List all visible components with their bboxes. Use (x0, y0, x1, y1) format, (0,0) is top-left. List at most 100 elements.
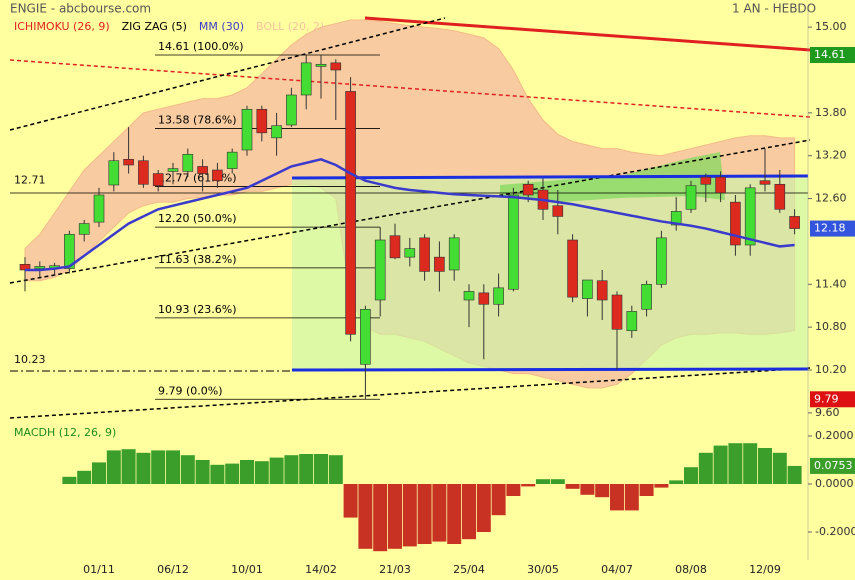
y-tick-label: 10.20 (815, 363, 847, 376)
candle-body (93, 194, 105, 223)
candle-body (582, 279, 593, 299)
legend-entry: ICHIMOKU (26, 9) (14, 20, 110, 33)
x-tick-label: 30/05 (527, 563, 559, 576)
candle-body (434, 256, 445, 272)
trend-line (9, 367, 811, 419)
macd-bar (536, 479, 550, 484)
price-tag (810, 47, 855, 63)
candle-body (78, 223, 90, 235)
price-tag-label: 14.61 (814, 48, 846, 61)
candle-body (226, 151, 238, 169)
macd-title: MACDH (12, 26, 9) (14, 426, 116, 439)
legend-entry: MM (30) (199, 20, 244, 33)
macd-bar (136, 452, 151, 484)
candle-body (197, 166, 208, 174)
candle-body (212, 169, 223, 182)
macd-bar (328, 455, 343, 484)
candle-body (345, 91, 356, 335)
macd-bar (476, 484, 491, 532)
macd-bar (491, 484, 506, 516)
macd-bar (402, 484, 417, 547)
candle-body (552, 205, 564, 217)
macd-bar (506, 484, 521, 496)
macd-bar (180, 455, 195, 484)
price-tag (810, 391, 855, 408)
candle-body (360, 308, 371, 365)
legend-entry: ZIG ZAG (5) (122, 20, 187, 33)
y-tick-label: -0.2000 (815, 525, 855, 538)
left-price-label: 10.23 (14, 353, 46, 366)
x-tick-label: 14/02 (305, 563, 337, 576)
macd-bar (743, 443, 758, 484)
candle-body (286, 94, 297, 126)
macd-bar (610, 484, 624, 511)
macd-bar (77, 470, 92, 484)
candle-body (152, 173, 164, 187)
candle-body (256, 108, 268, 134)
candle-body (463, 291, 475, 301)
macd-bar (121, 449, 136, 484)
macd-bar (62, 476, 77, 484)
macd-bar (550, 479, 565, 484)
fib-label: 9.79 (0.0%) (158, 384, 223, 397)
candle-body (759, 180, 771, 185)
y-tick-label: 12.60 (815, 192, 847, 205)
candle-body (715, 176, 726, 194)
range-top (291, 174, 809, 180)
x-tick-label: 25/04 (453, 563, 485, 576)
macd-bar (772, 452, 787, 484)
macd-bar (417, 484, 432, 544)
candle-body (271, 125, 282, 139)
candle-body (300, 62, 312, 96)
candle-body (685, 185, 697, 210)
x-tick-label: 08/08 (675, 563, 707, 576)
y-tick-label: 10.80 (815, 320, 847, 333)
candle-body (596, 280, 608, 301)
candle-body (567, 239, 578, 298)
x-tick-label: 10/01 (231, 563, 263, 576)
candle-body (448, 237, 460, 271)
price-tag (810, 220, 855, 237)
x-tick-label: 21/03 (379, 563, 411, 576)
candle-body (123, 158, 134, 166)
macd-bar (166, 450, 180, 484)
plot: 14.61 (100.0%) 13.58 (78.6%) 12.77 (61.8%)… (14, 20, 855, 576)
y-tick-label: 13.80 (815, 106, 847, 119)
y-tick-label: 13.20 (815, 149, 847, 162)
macd-bar (639, 484, 654, 496)
candle-body (389, 235, 401, 259)
macd-bar (373, 484, 388, 552)
candle-body (493, 287, 504, 305)
macd-bar (669, 480, 684, 484)
macd-bar (358, 484, 373, 549)
y-tick-label: 15.00 (815, 20, 847, 33)
candle-body (744, 187, 756, 246)
macd-bar (624, 484, 639, 511)
candle-body (656, 237, 667, 285)
candle-body (478, 292, 490, 305)
macd-bar (284, 455, 299, 484)
legend-entry: BOLL (20, 2) (256, 20, 324, 33)
macd-bar (462, 484, 476, 540)
fib-label: 11.63 (38.2%) (158, 253, 237, 266)
fib-label: 10.93 (23.6%) (158, 303, 237, 316)
candle-body (774, 183, 786, 210)
macd-bar (92, 462, 106, 484)
macd-bar (210, 464, 225, 484)
candle-body (508, 194, 519, 290)
candle-body (182, 153, 194, 172)
macd-bar (269, 457, 284, 484)
candle-body (626, 311, 638, 332)
macd-bar (521, 484, 536, 487)
macd-bar (240, 460, 254, 484)
fib-label: 12.20 (50.0%) (158, 212, 237, 225)
y-tick-label: 0.0000 (815, 477, 854, 490)
trend-line (9, 17, 446, 131)
candle-body (611, 294, 623, 330)
candle-body (419, 237, 430, 272)
macd-bar (388, 484, 402, 549)
candle-body (404, 248, 416, 258)
range-bottom (291, 367, 809, 372)
candle-body (730, 201, 741, 246)
